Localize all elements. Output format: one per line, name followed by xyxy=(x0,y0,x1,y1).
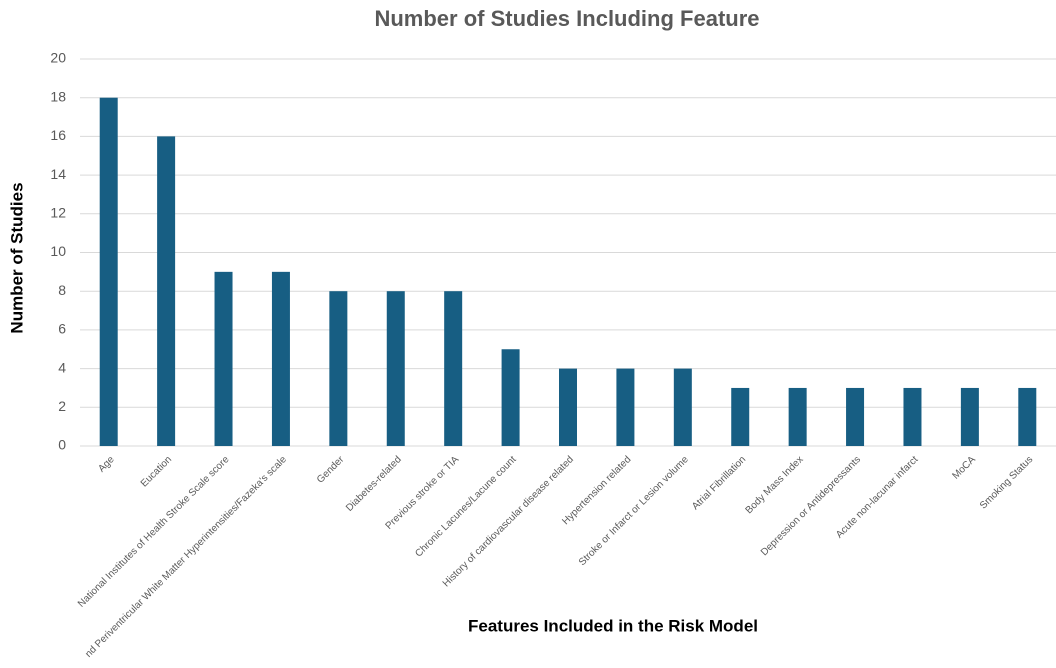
bar xyxy=(329,291,348,446)
bar xyxy=(444,291,463,446)
x-tick-label: Diabetes-related xyxy=(344,454,404,514)
x-tick-label: Smoking Status xyxy=(978,454,1035,511)
bar xyxy=(616,368,635,446)
y-tick-label: 10 xyxy=(50,243,66,259)
bar xyxy=(903,387,922,446)
x-tick-label: Body Mass Index xyxy=(744,454,806,516)
y-tick-label: 12 xyxy=(50,205,66,221)
bar xyxy=(960,387,979,446)
y-tick-label: 16 xyxy=(50,127,66,143)
y-tick-label: 20 xyxy=(50,50,66,66)
x-tick-label: History of cardiovascular disease relate… xyxy=(441,454,576,589)
x-tick-label: MoCA xyxy=(950,454,978,482)
x-tick-label: Gender xyxy=(315,454,347,486)
y-tick-label: 2 xyxy=(58,398,66,414)
bar xyxy=(386,291,405,446)
y-tick-label: 6 xyxy=(58,321,66,337)
y-tick-label: 4 xyxy=(58,359,66,375)
bar xyxy=(157,136,176,446)
bar xyxy=(99,97,118,446)
x-tick-label: Age xyxy=(96,454,117,475)
y-tick-label: 8 xyxy=(58,282,66,298)
x-tick-label: Atrial Fibrillation xyxy=(690,454,748,512)
x-tick-label: Chronic Lacunes/Lacune count xyxy=(413,454,518,559)
x-tick-label: Eucation xyxy=(139,454,174,489)
bar xyxy=(673,368,692,446)
bar xyxy=(788,387,807,446)
bar xyxy=(214,271,233,446)
bar xyxy=(271,271,290,446)
y-axis-title: Number of Studies xyxy=(7,182,26,333)
bar xyxy=(1018,387,1037,446)
y-tick-label: 18 xyxy=(50,88,66,104)
x-tick-label: nd Periventricular White Matter Hyperint… xyxy=(83,454,289,660)
bar xyxy=(501,349,520,446)
bar xyxy=(731,387,750,446)
chart-title: Number of Studies Including Feature xyxy=(374,6,759,31)
y-tick-label: 0 xyxy=(58,437,66,453)
x-tick-label: Stroke or Infarct or Lesion volume xyxy=(577,454,691,568)
x-tick-label: Depression or Antidepressants xyxy=(759,454,863,558)
y-tick-label: 14 xyxy=(50,166,66,182)
bar xyxy=(846,387,865,446)
bar xyxy=(559,368,577,446)
x-axis-title: Features Included in the Risk Model xyxy=(468,616,758,635)
